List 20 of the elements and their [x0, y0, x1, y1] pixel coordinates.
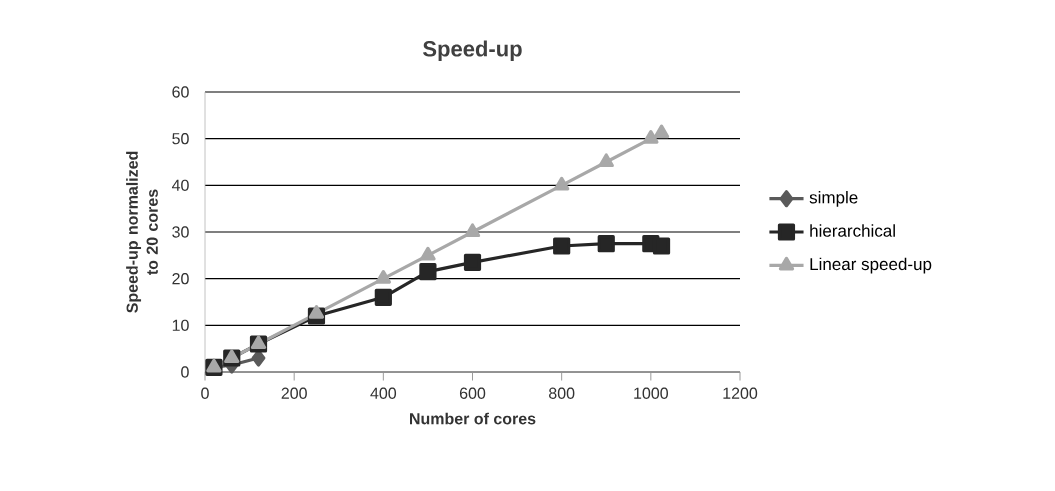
y-tick-label: 30 [172, 226, 189, 238]
y-tick-label: 10 [172, 319, 189, 331]
x-axis-title: Number of cores [410, 412, 536, 425]
x-tick-label: 600 [459, 387, 486, 399]
y-tick-label: 60 [172, 86, 189, 98]
x-tick-label: 400 [370, 387, 397, 399]
y-tick-label: 0 [181, 366, 189, 378]
x-tick-label: 1000 [634, 387, 669, 399]
legend-label: simple [809, 191, 858, 207]
legend-label: hierarchical [810, 224, 895, 237]
x-tick-label: 1200 [723, 387, 758, 399]
y-tick-label: 20 [172, 273, 189, 285]
y-axis-title: Speed-up normalized to 20 cores [126, 151, 158, 313]
x-tick-label: 800 [549, 387, 575, 399]
y-tick-label: 40 [171, 179, 189, 191]
y-tick-label: 50 [172, 133, 189, 145]
legend-label: Linear speed-up [810, 257, 932, 274]
x-tick-label: 0 [201, 387, 209, 399]
x-tick-label: 200 [281, 387, 307, 399]
chart-title: Speed-up [423, 40, 522, 61]
